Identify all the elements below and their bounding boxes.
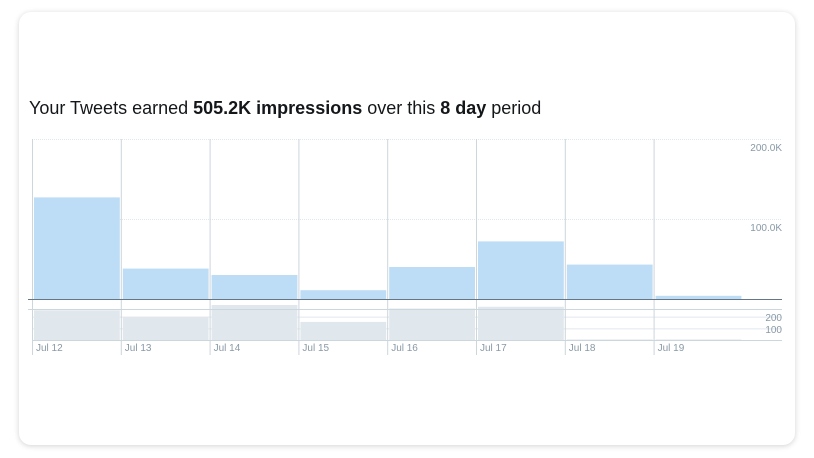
- engagements-bar: [566, 339, 653, 340]
- headline-suffix: period: [486, 98, 542, 118]
- analytics-card: [19, 12, 795, 445]
- engagements-bar: [122, 316, 209, 340]
- x-tick-label: Jul 14: [214, 343, 241, 354]
- x-tick-label: Jul 18: [569, 343, 596, 354]
- x-tick-label: Jul 13: [125, 343, 152, 354]
- engagements-bar: [389, 308, 475, 340]
- impressions-bar: [566, 264, 653, 299]
- impressions-bar: [655, 295, 742, 299]
- impressions-bar: [478, 241, 564, 299]
- impressions-bar: [211, 275, 298, 299]
- impressions-bar: [122, 268, 209, 299]
- headline-prefix: Your Tweets earned: [29, 98, 194, 118]
- engagements-bar: [478, 306, 564, 340]
- headline-period: 8 day: [440, 98, 487, 118]
- headline-impressions: 505.2K impressions: [193, 98, 363, 118]
- engagements-bar: [300, 321, 387, 340]
- impressions-bar: [34, 197, 120, 299]
- x-tick-label: Jul 17: [480, 343, 507, 354]
- engagements-bar: [34, 310, 120, 340]
- engagements-bar: [211, 305, 298, 340]
- top-tick-label: 100.0K: [750, 223, 782, 234]
- x-tick-label: Jul 19: [658, 343, 685, 354]
- x-tick-label: Jul 12: [36, 343, 63, 354]
- x-tick-label: Jul 16: [391, 343, 418, 354]
- headline-middle: over this: [362, 98, 441, 118]
- bottom-tick-label: 100: [765, 325, 782, 336]
- x-tick-label: Jul 15: [302, 343, 329, 354]
- top-tick-label: 200.0K: [750, 143, 782, 154]
- engagements-bar: [655, 339, 742, 340]
- bottom-tick-label: 200: [765, 313, 782, 324]
- impressions-headline: Your Tweets earned 505.2K impressions ov…: [29, 98, 541, 119]
- impressions-bar: [389, 267, 475, 299]
- impressions-bar: [300, 290, 387, 299]
